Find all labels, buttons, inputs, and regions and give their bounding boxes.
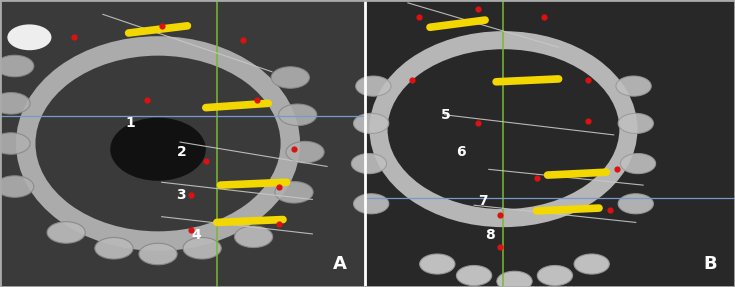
Ellipse shape	[234, 226, 273, 247]
Ellipse shape	[183, 238, 221, 259]
Ellipse shape	[420, 254, 455, 274]
Ellipse shape	[356, 76, 391, 96]
Ellipse shape	[275, 181, 313, 203]
Ellipse shape	[95, 238, 133, 259]
Ellipse shape	[47, 222, 85, 243]
Ellipse shape	[139, 243, 177, 265]
Text: 7: 7	[478, 194, 487, 208]
Ellipse shape	[0, 92, 30, 114]
Ellipse shape	[618, 194, 653, 214]
Ellipse shape	[537, 265, 573, 286]
Bar	[0, 0, 365, 287]
Bar	[365, 0, 735, 287]
Text: 2: 2	[176, 145, 186, 159]
Ellipse shape	[351, 154, 387, 174]
Ellipse shape	[354, 113, 389, 133]
Text: A: A	[333, 255, 347, 273]
Ellipse shape	[616, 76, 651, 96]
Ellipse shape	[618, 113, 653, 133]
Text: 8: 8	[485, 228, 495, 242]
Ellipse shape	[620, 154, 656, 174]
Ellipse shape	[286, 141, 324, 163]
Text: 3: 3	[176, 188, 186, 202]
Text: B: B	[703, 255, 717, 273]
Ellipse shape	[110, 118, 206, 181]
Text: 1: 1	[125, 117, 135, 130]
Ellipse shape	[271, 67, 309, 88]
Ellipse shape	[0, 176, 34, 197]
Ellipse shape	[0, 133, 30, 154]
Ellipse shape	[279, 104, 317, 126]
Ellipse shape	[7, 24, 51, 50]
Ellipse shape	[574, 254, 609, 274]
Text: 4: 4	[191, 228, 201, 242]
Ellipse shape	[497, 271, 532, 287]
Text: 5: 5	[441, 108, 451, 122]
Ellipse shape	[456, 265, 492, 286]
Ellipse shape	[0, 55, 34, 77]
Ellipse shape	[354, 194, 389, 214]
Text: 6: 6	[456, 145, 465, 159]
